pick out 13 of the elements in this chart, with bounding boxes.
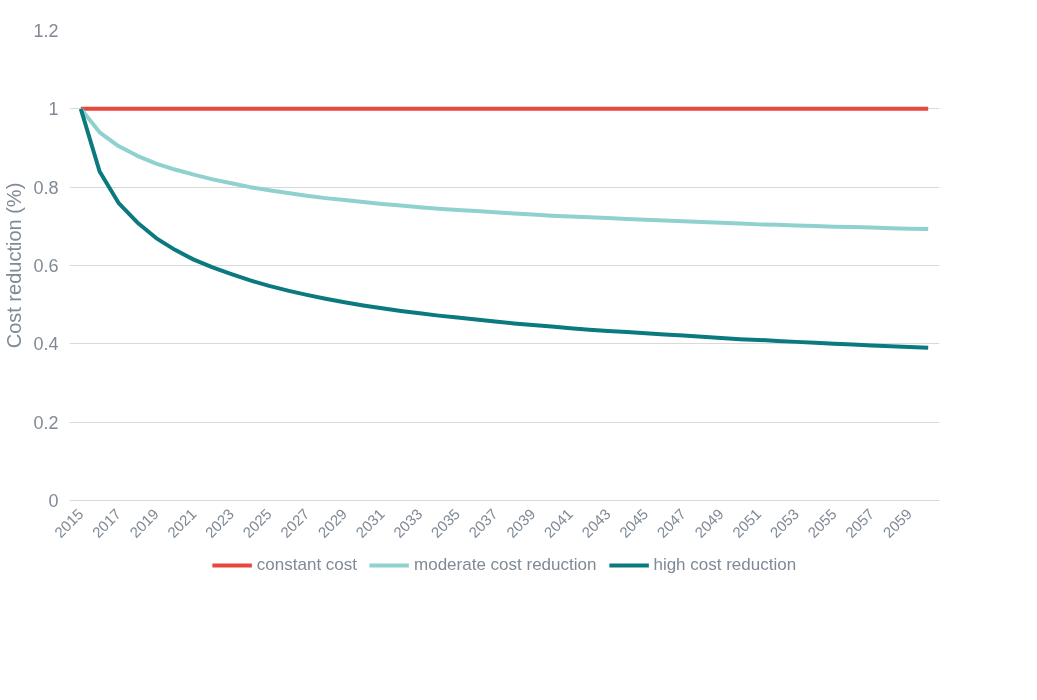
y-tick-label: 0.4 [33,334,59,355]
y-tick-label: 1 [48,99,59,120]
y-tick-label: 0 [48,491,59,511]
y-tick-label: 0.2 [33,412,59,433]
legend-label: constant cost [256,555,358,575]
y-tick-label: 1.2 [33,21,59,41]
y-tick-label: 0.8 [33,177,59,198]
legend-label: high cost reduction [653,555,797,575]
line-series [78,106,931,350]
legend-label: moderate cost reduction [414,555,597,575]
y-axis-title: Cost reduction (%) [3,182,26,349]
y-tick-label: 0.6 [33,256,59,276]
line-series [78,106,931,232]
